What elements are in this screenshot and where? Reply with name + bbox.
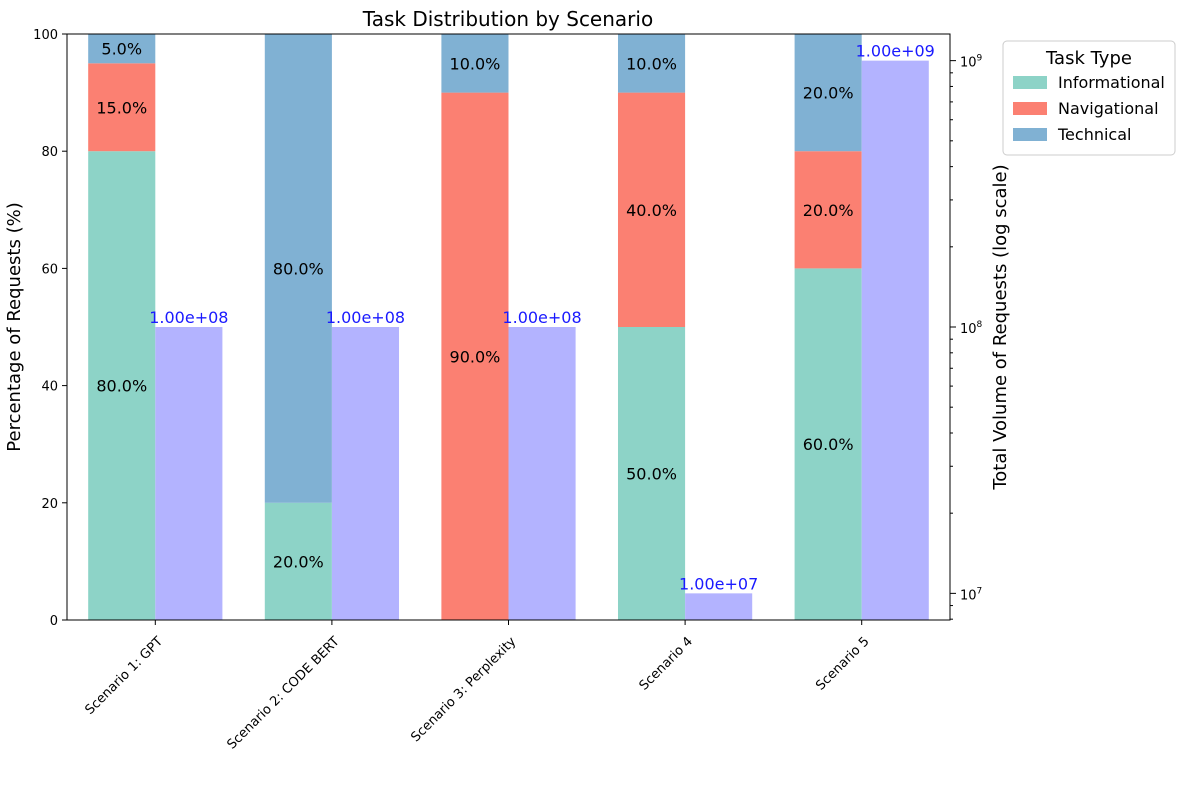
bar-informational bbox=[264, 502, 332, 620]
legend-label-technical: Technical bbox=[1057, 125, 1131, 144]
bar-navigational bbox=[617, 92, 686, 327]
segment-label: 10.0% bbox=[626, 54, 677, 73]
segment-label: 60.0% bbox=[803, 435, 854, 454]
bar-volume bbox=[508, 327, 576, 620]
bar-technical bbox=[617, 34, 686, 93]
y2-tick-label: 108 bbox=[960, 320, 983, 337]
legend-swatch-navigational bbox=[1013, 102, 1047, 115]
bar-technical bbox=[441, 34, 509, 93]
segment-label: 80.0% bbox=[273, 259, 324, 278]
legend-title: Task Type bbox=[1045, 48, 1132, 69]
y2-tick-exponent: 7 bbox=[977, 586, 983, 596]
y-axis-title: Percentage of Requests (%) bbox=[4, 202, 25, 451]
segment-label: 5.0% bbox=[101, 40, 142, 59]
bar-navigational bbox=[88, 63, 156, 152]
legend: Task Type Informational Navigational Techn… bbox=[1002, 40, 1176, 156]
y2-axis-title: Total Volume of Requests (log scale) bbox=[990, 164, 1011, 490]
legend-frame bbox=[1002, 40, 1176, 156]
segment-label: 20.0% bbox=[803, 84, 854, 103]
y-tick-label: 80 bbox=[41, 145, 58, 160]
y-tick-label: 40 bbox=[41, 380, 58, 395]
bar-volume bbox=[685, 593, 753, 620]
y-tick-label: 0 bbox=[50, 614, 58, 629]
volume-label: 1.00e+08 bbox=[326, 308, 405, 327]
y-tick-label: 20 bbox=[41, 497, 58, 512]
chart-title: Task Distribution by Scenario bbox=[362, 7, 653, 31]
y2-tick-label: 109 bbox=[960, 54, 983, 71]
segment-label: 20.0% bbox=[803, 201, 854, 220]
x-tick-label: Scenario 3: Perplexity bbox=[408, 634, 519, 745]
bar-volume bbox=[331, 327, 400, 620]
bar-informational bbox=[617, 327, 686, 620]
x-tick-label: Scenario 2: CODE BERT bbox=[224, 634, 342, 752]
segment-label: 90.0% bbox=[450, 347, 501, 366]
bar-navigational bbox=[441, 92, 509, 621]
segment-label: 20.0% bbox=[273, 552, 324, 571]
segment-label: 10.0% bbox=[450, 54, 501, 73]
x-tick-label: Scenario 5 bbox=[813, 634, 872, 693]
y2-tick-exponent: 8 bbox=[977, 320, 983, 330]
segment-label: 15.0% bbox=[96, 98, 147, 117]
x-tick-label: Scenario 4 bbox=[637, 634, 696, 693]
bar-technical bbox=[88, 34, 156, 64]
segment-label: 50.0% bbox=[626, 465, 677, 484]
y-tick-label: 100 bbox=[33, 28, 58, 43]
volume-label: 1.00e+07 bbox=[679, 574, 758, 593]
bar-navigational bbox=[794, 151, 862, 269]
bar-volume bbox=[155, 327, 223, 620]
bar-volume bbox=[861, 60, 929, 621]
bar-technical bbox=[264, 34, 332, 503]
y2-tick-exponent: 9 bbox=[977, 54, 983, 64]
legend-swatch-informational bbox=[1013, 76, 1047, 89]
x-tick-label: Scenario 1: GPT bbox=[82, 634, 166, 718]
segment-label: 40.0% bbox=[626, 201, 677, 220]
volume-label: 1.00e+08 bbox=[149, 308, 228, 327]
bars-layer: 80.0% 15.0% 5.0% 1.00e+08 20.0% 80.0% 1.00e+08… bbox=[88, 34, 935, 621]
legend-swatch-technical bbox=[1013, 128, 1047, 141]
legend-label-navigational: Navigational bbox=[1058, 99, 1159, 118]
volume-label: 1.00e+08 bbox=[502, 308, 581, 327]
bar-informational bbox=[88, 151, 156, 620]
volume-label: 1.00e+09 bbox=[856, 42, 935, 61]
segment-label: 80.0% bbox=[96, 377, 147, 396]
bar-technical bbox=[794, 34, 862, 152]
y-tick-label: 60 bbox=[41, 262, 58, 277]
y2-tick-label: 107 bbox=[960, 586, 982, 603]
bar-informational bbox=[794, 268, 862, 620]
legend-label-informational: Informational bbox=[1058, 73, 1165, 92]
